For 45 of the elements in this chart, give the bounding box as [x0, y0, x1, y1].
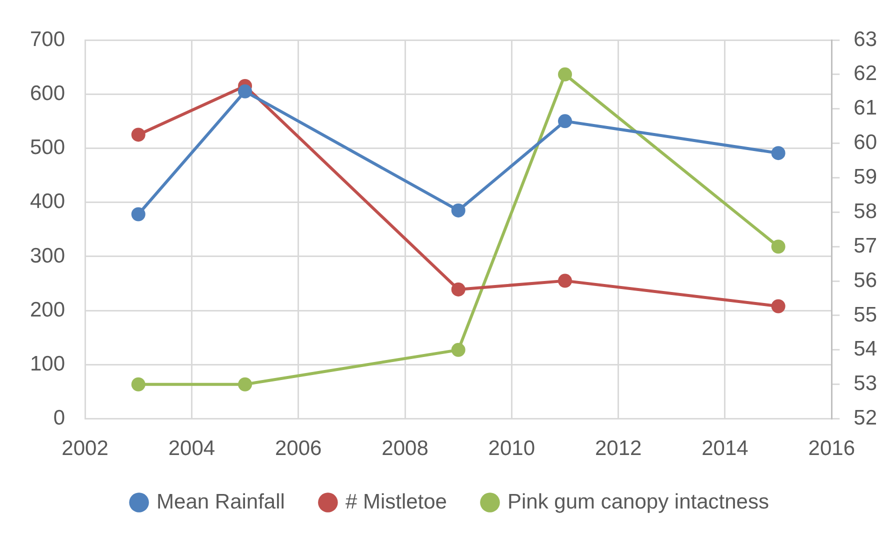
x-tick-label: 2004 [168, 437, 216, 460]
y2-tick-label: 56 [854, 268, 877, 292]
x-tick-label: 2008 [382, 437, 428, 460]
point [558, 274, 572, 288]
y-tick-label: 300 [30, 244, 66, 268]
point [771, 240, 786, 254]
y2-tick-label: 54 [854, 338, 878, 361]
y-tick-label: 600 [30, 82, 66, 105]
x-tick-label: 2010 [488, 437, 536, 460]
point [451, 282, 466, 296]
point [238, 84, 252, 98]
y2-tick-label: 60 [854, 131, 877, 154]
point [771, 146, 786, 160]
y-tick-label: 200 [30, 298, 66, 322]
point [238, 377, 252, 392]
y-tick-label: 400 [30, 190, 66, 214]
point [131, 207, 146, 222]
point [131, 128, 146, 142]
y2-tick-label: 63 [854, 28, 877, 51]
y-tick-label: 500 [30, 136, 66, 160]
legend-label: Pink gum canopy intactness [507, 490, 769, 514]
x-tick-label: 2014 [702, 437, 749, 460]
y2-tick-label: 62 [854, 62, 877, 86]
x-tick-label: 2002 [62, 437, 108, 460]
point [558, 67, 572, 82]
y2-tick-label: 59 [854, 166, 877, 189]
y2-tick-label: 57 [854, 234, 877, 258]
point [771, 299, 786, 314]
point [558, 114, 572, 128]
y2-tick-label: 61 [854, 96, 877, 120]
y-tick-label: 700 [30, 28, 66, 51]
x-tick-label: 2012 [594, 437, 642, 460]
legend-label: # Mistletoe [345, 490, 447, 514]
point [451, 342, 466, 357]
y2-tick-label: 52 [854, 406, 877, 430]
x-tick-label: 2016 [808, 437, 855, 460]
y-tick-label: 100 [30, 352, 66, 376]
y2-tick-label: 55 [854, 303, 877, 326]
y2-tick-label: 58 [854, 200, 877, 223]
point [131, 377, 146, 392]
y2-tick-label: 53 [854, 372, 877, 396]
point [451, 203, 466, 218]
legend-label: Mean Rainfall [156, 490, 285, 514]
y-tick-label: 0 [53, 406, 66, 430]
x-tick-label: 2006 [274, 437, 322, 460]
